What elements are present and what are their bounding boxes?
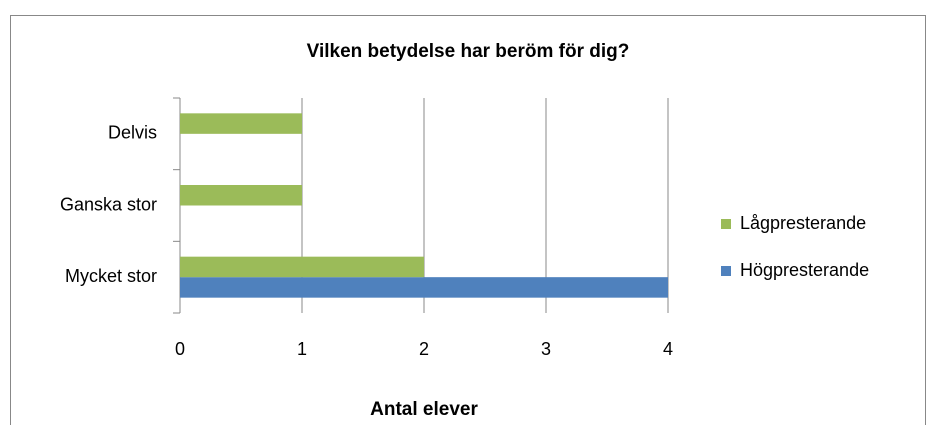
legend-swatch <box>721 266 731 276</box>
bar <box>180 113 302 134</box>
bar <box>180 277 668 298</box>
legend-label: Högpresterande <box>740 260 869 280</box>
y-tick-label: Ganska stor <box>60 194 157 214</box>
x-tick-label: 3 <box>541 339 551 359</box>
x-tick-label: 2 <box>419 339 429 359</box>
x-tick-label: 0 <box>175 339 185 359</box>
x-tick-label: 4 <box>663 339 673 359</box>
x-axis-label: Antal elever <box>370 399 478 420</box>
y-tick-label: Delvis <box>108 123 157 143</box>
bar <box>180 256 424 278</box>
x-tick-label: 1 <box>297 339 307 359</box>
chart-title: Vilken betydelse har beröm för dig? <box>307 41 630 62</box>
y-tick-label: Mycket stor <box>65 266 157 286</box>
chart-frame <box>10 15 926 425</box>
legend-label: Lågpresterande <box>740 213 866 233</box>
bar <box>180 185 302 206</box>
legend-swatch <box>721 219 731 229</box>
